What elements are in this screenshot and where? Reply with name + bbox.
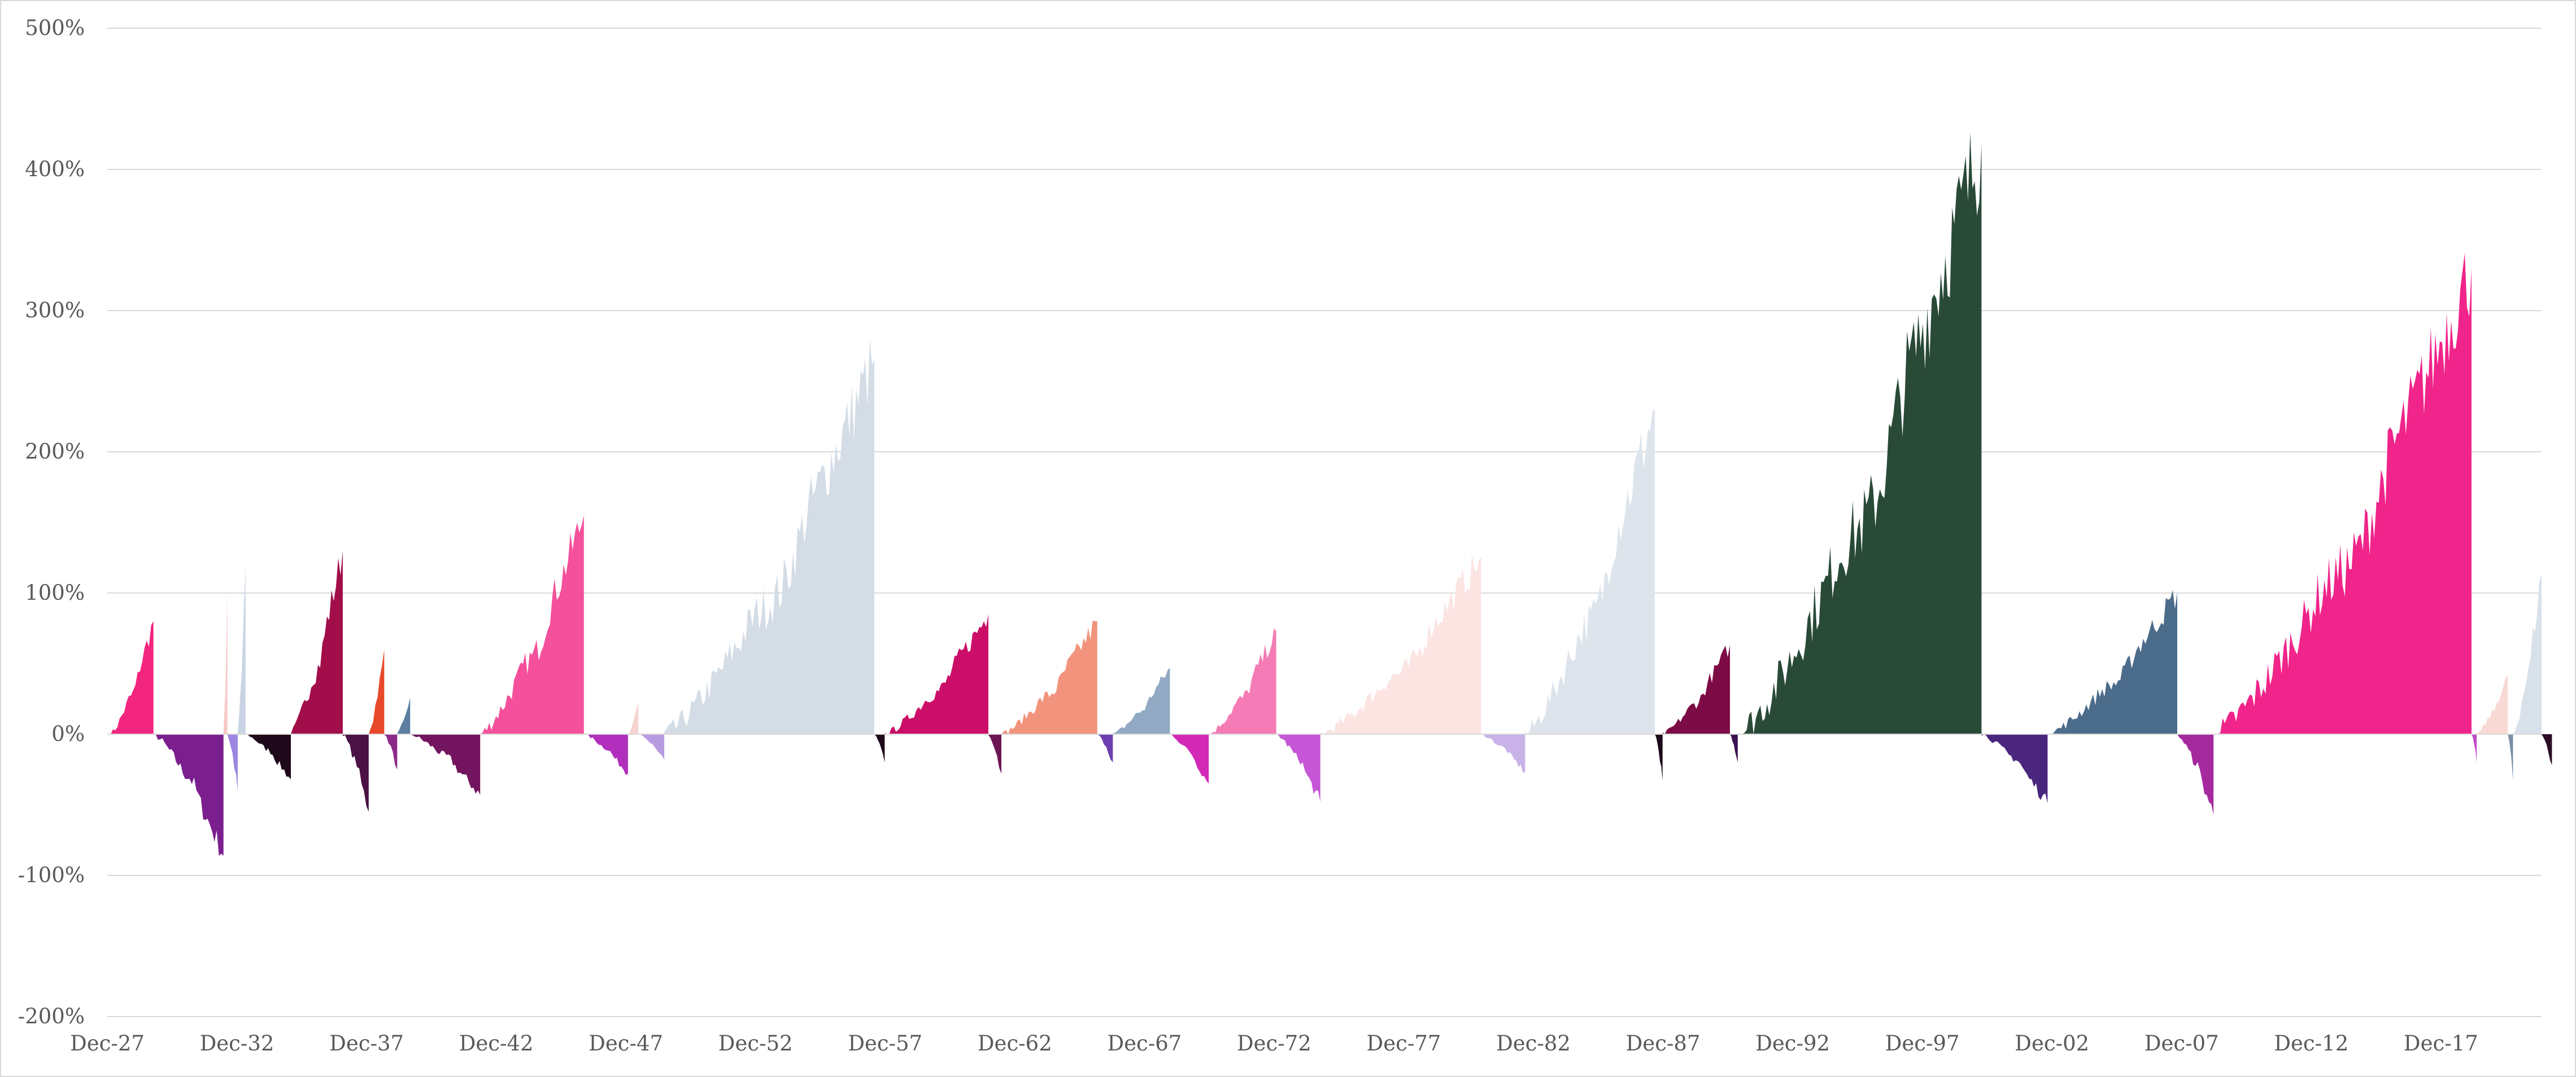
y-tick-label: -200% — [18, 1004, 85, 1028]
x-tick-label: Dec-37 — [329, 1031, 404, 1056]
episode-area-37 — [2213, 253, 2472, 735]
y-tick-label: 400% — [25, 157, 85, 181]
episode-area-18 — [874, 734, 885, 762]
episode-area-9 — [368, 649, 385, 734]
episode-areas — [111, 132, 2552, 856]
x-tick-label: Dec-47 — [589, 1031, 663, 1056]
episode-area-1 — [111, 621, 154, 734]
episode-area-34 — [1981, 734, 2048, 804]
episode-area-20 — [988, 734, 1001, 774]
episode-area-24 — [1170, 734, 1209, 784]
episode-area-40 — [2508, 734, 2513, 781]
x-tick-label: Dec-52 — [718, 1031, 793, 1056]
episode-area-19 — [884, 614, 988, 734]
x-tick-label: Dec-92 — [1755, 1031, 1830, 1056]
episode-area-3 — [223, 593, 228, 734]
x-tick-label: Dec-02 — [2015, 1031, 2089, 1056]
episode-area-5 — [237, 568, 246, 734]
y-axis-labels: 500% 400% 300% 200% 100% 0% -100% -200% — [18, 16, 85, 1028]
episode-area-13 — [480, 515, 584, 734]
episode-area-39 — [2477, 675, 2508, 734]
episode-area-35 — [2047, 590, 2177, 734]
y-tick-label: 0% — [51, 722, 85, 746]
x-tick-label: Dec-72 — [1237, 1031, 1311, 1056]
episode-area-27 — [1320, 554, 1481, 734]
x-tick-label: Dec-17 — [2404, 1031, 2478, 1056]
x-tick-label: Dec-87 — [1626, 1031, 1701, 1056]
episode-area-25 — [1209, 628, 1276, 734]
y-tick-label: -100% — [18, 863, 85, 887]
y-tick-label: 100% — [25, 581, 85, 605]
x-tick-label: Dec-97 — [1885, 1031, 1960, 1056]
episode-area-41 — [2513, 574, 2542, 734]
episode-area-10 — [384, 734, 398, 770]
x-tick-label: Dec-32 — [200, 1031, 274, 1056]
episode-area-29 — [1525, 409, 1655, 734]
episode-area-31 — [1662, 645, 1730, 734]
x-tick-label: Dec-42 — [459, 1031, 534, 1056]
y-tick-label: 200% — [25, 439, 85, 464]
y-tick-label: 500% — [25, 16, 85, 40]
x-tick-label: Dec-67 — [1107, 1031, 1182, 1056]
episode-area-11 — [397, 697, 411, 734]
x-axis-labels: Dec-27 Dec-32 Dec-37 Dec-42 Dec-47 Dec-52 Dec-… — [70, 1031, 2478, 1056]
episode-area-16 — [638, 734, 665, 760]
episode-area-21 — [1001, 620, 1097, 734]
x-tick-label: Dec-57 — [848, 1031, 922, 1056]
episode-area-4 — [227, 734, 238, 791]
episode-area-22 — [1097, 734, 1113, 762]
x-tick-label: Dec-77 — [1367, 1031, 1441, 1056]
x-tick-label: Dec-07 — [2145, 1031, 2219, 1056]
episode-area-8 — [342, 734, 369, 812]
episode-area-15 — [627, 703, 639, 734]
episode-area-12 — [410, 734, 481, 795]
episode-area-23 — [1113, 668, 1170, 734]
episode-area-2 — [153, 734, 224, 856]
episode-area-32 — [1730, 734, 1738, 762]
gridlines — [107, 28, 2542, 1017]
x-tick-label: Dec-62 — [978, 1031, 1052, 1056]
episode-area-14 — [583, 734, 628, 775]
x-tick-label: Dec-12 — [2274, 1031, 2348, 1056]
episode-area-26 — [1276, 734, 1320, 802]
episode-area-36 — [2177, 734, 2214, 815]
episode-area-38 — [2472, 734, 2477, 762]
x-tick-label: Dec-27 — [70, 1031, 145, 1056]
episode-area-28 — [1481, 734, 1525, 773]
episode-area-17 — [664, 338, 874, 734]
episode-area-6 — [245, 734, 291, 779]
episode-area-30 — [1654, 734, 1663, 781]
x-tick-label: Dec-82 — [1496, 1031, 1571, 1056]
episode-area-33 — [1737, 132, 1982, 735]
episode-area-42 — [2542, 734, 2552, 765]
episode-area-7 — [291, 551, 343, 734]
y-tick-label: 300% — [25, 298, 85, 322]
